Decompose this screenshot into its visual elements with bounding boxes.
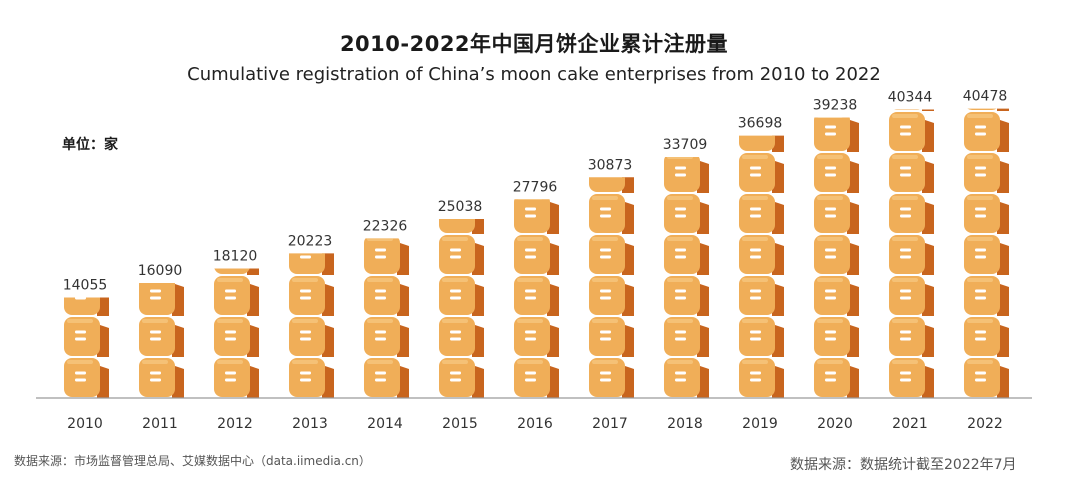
bar [739,135,784,398]
x-tick-label: 2016 [517,416,553,432]
x-tick-label: 2011 [142,416,178,432]
bar [589,177,634,398]
x-tick-label: 2010 [67,416,103,432]
x-tick-label: 2022 [967,416,1003,432]
bars-group [64,108,1009,398]
x-tick-label: 2015 [442,416,478,432]
x-tick-label: 2012 [217,416,253,432]
x-tick-label: 2014 [367,416,403,432]
value-label: 36698 [738,116,783,132]
bar [64,297,109,398]
value-label: 18120 [213,248,258,264]
unit-label: 单位：家 [62,137,118,153]
x-tick-label: 2017 [592,416,628,432]
bar [364,238,409,398]
x-tick-label: 2013 [292,416,328,432]
value-label: 22326 [363,218,408,234]
bar [664,156,709,398]
bar [514,199,559,398]
x-tick-label: 2019 [742,416,778,432]
value-label: 27796 [513,179,558,195]
chart-subtitle: Cumulative registration of China’s moon … [187,64,881,85]
bar [964,108,1009,398]
value-label: 40478 [963,89,1008,105]
bar [139,282,184,398]
source-note-right: 数据来源：数据统计截至2022年7月 [790,457,1017,473]
x-tick-label: 2018 [667,416,703,432]
bar [889,109,934,398]
value-label: 25038 [438,199,483,215]
value-label: 40344 [888,90,933,106]
value-label: 30873 [588,157,633,173]
bar [214,268,259,398]
value-labels-group: 14055 16090 18120 20223 22326 25038 27796 30873… [63,89,1008,294]
chart-title: 2010-2022年中国月饼企业累计注册量 [339,32,729,56]
value-label: 20223 [288,233,333,249]
bar [814,117,859,398]
x-ticks-group: 2010 2011 2012 2013 2014 2015 2016 2017 2018 2019… [67,416,1003,432]
x-tick-label: 2020 [817,416,853,432]
value-label: 33709 [663,137,708,153]
value-label: 39238 [813,97,858,113]
value-label: 16090 [138,263,183,279]
source-note-left: 数据来源：市场监督管理总局、艾媒数据中心（data.iimedia.cn） [14,454,371,468]
bar [439,218,484,398]
x-tick-label: 2021 [892,416,928,432]
value-label: 14055 [63,278,108,294]
bar [289,253,334,398]
